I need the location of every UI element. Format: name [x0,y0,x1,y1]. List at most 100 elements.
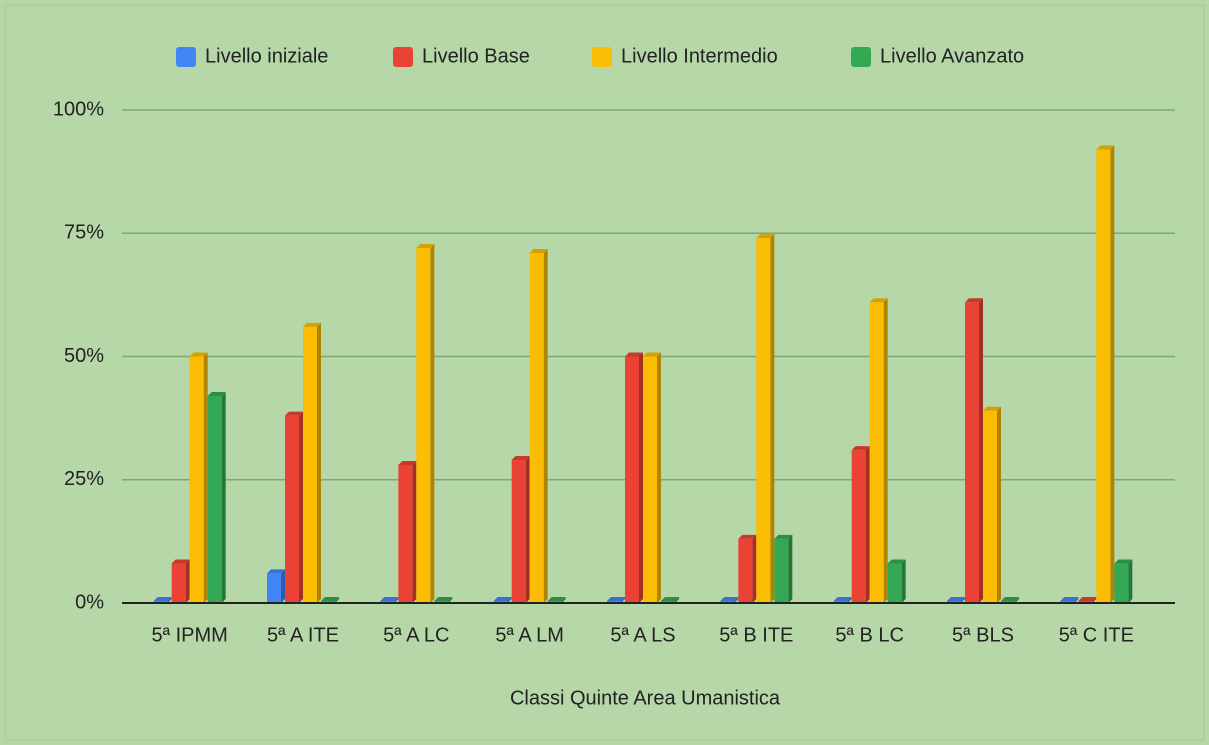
bar-side [507,597,512,603]
x-tick-label: 5ª A LC [383,624,449,646]
bar-top [965,298,983,303]
bar-top [1060,597,1079,601]
bar-side [335,597,339,603]
bar-top [380,597,399,601]
bar-side [770,234,775,603]
bar-side [525,456,530,603]
bar-side [901,559,906,603]
bar-side [185,559,190,603]
bar-side [448,597,453,603]
bar-top [756,234,775,239]
bar-top [625,352,643,357]
x-tick-label: 5ª A LM [495,624,564,646]
bar-top [321,597,339,601]
bar [756,238,771,603]
bar-top [171,559,190,564]
bar-top [398,460,417,465]
bar-top [1001,597,1019,601]
bar-side [412,460,417,603]
bar [774,538,789,603]
bar [965,302,979,603]
bar-side [847,597,852,603]
bar-side [883,298,888,603]
y-tick-label: 0% [75,591,104,613]
bar [887,563,902,603]
x-tick-label: 5ª A ITE [267,624,339,646]
bar-side [1128,559,1133,603]
bar-side [621,597,625,603]
bar-side [752,534,757,603]
y-tick-label: 100% [53,98,104,120]
bar [285,415,299,603]
bar [869,302,884,603]
legend-label: Livello iniziale [205,45,328,67]
x-tick-label: 5ª IPMM [152,624,228,646]
y-tick-label: 50% [64,345,104,367]
legend-label: Livello Base [422,45,530,67]
bar-top [207,391,226,396]
bar [416,248,431,604]
y-tick-label: 25% [64,468,104,490]
bar-top [529,248,548,253]
bar-top [833,597,852,601]
bar-top [303,322,321,327]
bar-side [299,411,303,603]
bar-side [221,391,226,603]
legend-swatch [592,47,612,67]
bar [983,410,997,603]
bar-top [661,597,679,601]
bar-top [643,352,661,357]
y-tick-label: 75% [64,222,104,244]
bar-top [887,559,906,564]
bar [189,356,204,603]
bar-side [1015,597,1019,603]
bar-top [189,352,208,357]
bar-top [983,406,1001,411]
bar-side [281,569,285,603]
x-tick-label: 5ª A LS [610,624,675,646]
bar-side [675,597,679,603]
bar-side [734,597,739,603]
bar-top [869,298,888,303]
bar [625,356,639,603]
bar [303,326,317,603]
bar-side [788,534,793,603]
bar-side [317,322,321,603]
legend-swatch [176,47,196,67]
x-tick-label: 5ª C ITE [1059,624,1134,646]
bar-top [493,597,512,601]
bar [398,464,413,603]
bar-side [979,298,983,603]
bar [1114,563,1129,603]
bar-top [1096,145,1115,150]
bar [511,460,526,603]
bar-side [430,244,435,604]
bar [267,573,281,603]
bar-side [865,446,870,603]
bar-top [738,534,757,539]
bar-top [511,456,530,461]
bar-side [1074,597,1079,603]
bar [643,356,657,603]
x-axis-label: Classi Quinte Area Umanistica [510,687,781,709]
bar-top [267,569,285,574]
bar-top [851,446,870,451]
bar-top [153,597,172,601]
legend-label: Livello Intermedio [621,45,778,67]
bar [207,395,222,603]
legend-label: Livello Avanzato [880,45,1024,67]
bar-top [774,534,793,539]
bar-side [167,597,172,603]
bar-side [961,597,965,603]
bar-side [203,352,208,603]
bar-top [416,244,435,249]
x-tick-label: 5ª B LC [835,624,904,646]
bar-top [434,597,453,601]
bar-top [1114,559,1133,564]
bar [1096,149,1111,603]
bar-top [285,411,303,416]
bar-side [1110,145,1115,603]
bar [738,538,753,603]
legend-swatch [851,47,871,67]
